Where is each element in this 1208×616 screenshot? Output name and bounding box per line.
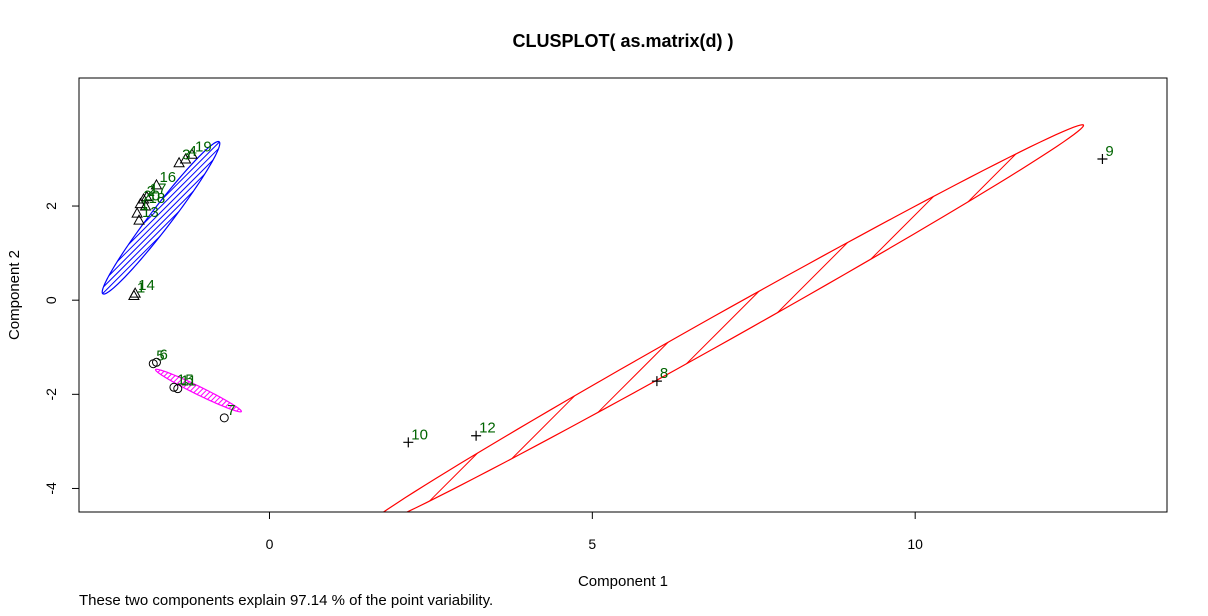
cluster-shading-line — [189, 384, 197, 392]
x-tick-label: 0 — [266, 536, 274, 552]
cluster-shading-line — [207, 393, 214, 400]
cluster-shading-line — [236, 408, 240, 412]
data-point — [179, 152, 192, 164]
cluster-shading-line — [116, 173, 206, 262]
data-label: 10 — [411, 426, 428, 443]
y-axis-label: Component 2 — [6, 250, 23, 340]
x-axis-label: Component 1 — [578, 573, 668, 590]
data-point — [219, 413, 229, 423]
y-tick-label: -2 — [43, 388, 59, 401]
data-label: 8 — [660, 365, 668, 382]
cluster-shading-line — [210, 394, 218, 402]
cluster-shading-line — [183, 381, 190, 388]
cluster-shading-line — [102, 235, 161, 294]
cluster-shading-line — [161, 141, 220, 201]
data-label: 11 — [181, 373, 197, 390]
data-label: 14 — [138, 277, 155, 294]
data-point — [139, 200, 152, 211]
cluster-shading-line — [179, 379, 187, 387]
data-label: 2 — [147, 183, 155, 200]
cluster-shading-line — [128, 159, 214, 245]
cluster-shading-line — [232, 406, 237, 411]
cluster-ellipse — [154, 368, 242, 413]
data-label: 12 — [479, 420, 496, 437]
cluster-shading-line — [429, 452, 478, 502]
cluster-ellipse — [101, 140, 221, 295]
data-point — [134, 197, 147, 209]
x-tick-label: 10 — [907, 536, 923, 552]
cluster-shading-line — [160, 370, 165, 375]
variability-footnote: These two components explain 97.14 % of … — [79, 592, 493, 609]
data-label: 1 — [140, 197, 148, 214]
cluster-shading-line — [196, 388, 204, 395]
cluster-shading-line — [200, 389, 207, 397]
data-label: 19 — [195, 138, 212, 155]
cluster-shading-line — [597, 341, 669, 413]
y-tick-label: 0 — [43, 296, 59, 304]
cluster-shading-line — [166, 373, 172, 379]
cluster-shading-line — [176, 378, 183, 385]
plot-frame — [78, 77, 1168, 513]
cluster-shading-line — [777, 242, 848, 314]
cluster-shading-line — [203, 391, 211, 399]
data-label: 9 — [1105, 143, 1113, 160]
data-label: 16 — [159, 169, 176, 186]
data-label: 4 — [189, 143, 197, 160]
data-point — [403, 437, 414, 448]
data-label: 1 — [137, 279, 145, 296]
data-point — [169, 382, 179, 392]
cluster-shading-line — [870, 195, 935, 260]
cluster-shading-line — [108, 190, 194, 277]
cluster-shading-line — [214, 396, 221, 403]
cluster-shading-line — [228, 404, 234, 409]
cluster-ellipse — [382, 124, 1085, 512]
axes: 0 5 10 -4 -2 0 2 — [43, 202, 923, 552]
data-point — [150, 178, 163, 190]
cluster-shading-line — [169, 375, 176, 381]
chart-title: CLUSPLOT( as.matrix(d) ) — [512, 31, 733, 51]
cluster-3: 9 8 12 10 — [382, 124, 1114, 512]
x-tick-label: 5 — [588, 536, 596, 552]
cluster-shading-line — [686, 290, 760, 365]
y-tick-label: -4 — [43, 482, 59, 495]
data-point — [128, 289, 140, 300]
cluster-shading-line — [217, 398, 224, 405]
data-label: 18 — [149, 190, 166, 207]
data-label: 15 — [177, 371, 194, 388]
cluster-shading-line — [224, 402, 231, 408]
data-point — [651, 376, 662, 387]
data-point — [151, 357, 161, 367]
cluster-shading-line — [103, 210, 180, 288]
data-point — [471, 430, 482, 441]
y-tick-label: 2 — [43, 202, 59, 210]
cluster-shading-line — [173, 376, 180, 383]
cluster-shading-line — [511, 395, 576, 459]
data-point — [186, 148, 198, 159]
cluster-shading-line — [193, 386, 201, 394]
cluster-shading-line — [157, 369, 161, 373]
data-label: 6 — [159, 346, 167, 363]
cluster-shading-line — [163, 372, 169, 377]
data-label: 13 — [142, 204, 159, 221]
cluster-shading-line — [221, 400, 227, 406]
cluster-shading-line — [967, 153, 1017, 203]
data-point — [137, 192, 150, 204]
data-label: 3 — [182, 147, 190, 164]
data-point — [173, 156, 185, 168]
data-label: 7 — [227, 402, 235, 419]
data-label: 20 — [143, 188, 160, 205]
data-point — [173, 384, 183, 394]
data-point — [1097, 153, 1108, 164]
cluster-shading-line — [186, 383, 194, 390]
data-point — [133, 214, 145, 225]
data-label: 5 — [156, 348, 164, 365]
data-point — [131, 207, 143, 218]
cluster-shading-line — [142, 148, 219, 225]
data-label: 17 — [150, 181, 167, 198]
